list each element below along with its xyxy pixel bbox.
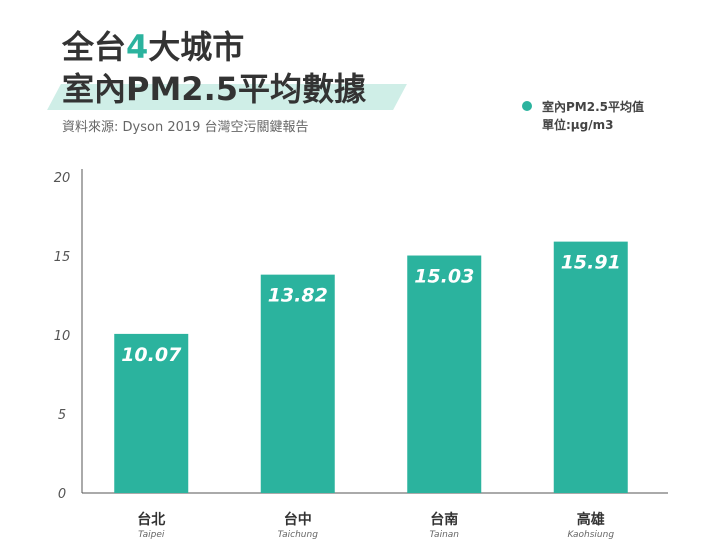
x-category-en-label: Tainan bbox=[430, 530, 460, 540]
legend: 室內PM2.5平均值 單位:μg/m3 bbox=[522, 97, 644, 133]
y-tick-label: 20 bbox=[54, 171, 71, 186]
x-category-en-label: Kaohsiung bbox=[567, 530, 614, 540]
legend-item: 室內PM2.5平均值 bbox=[522, 97, 644, 115]
y-tick-label: 10 bbox=[54, 329, 71, 344]
bar-tainan bbox=[407, 255, 482, 493]
x-category-label: 台中 bbox=[284, 511, 312, 528]
x-category-label: 高雄 bbox=[577, 511, 605, 528]
chart-title: 全台4大城市 室內PM2.5平均數據 bbox=[62, 26, 366, 110]
data-label: 15.03 bbox=[414, 266, 474, 288]
x-category-en-label: Taipei bbox=[138, 530, 165, 540]
title-line-1-pre: 全台 bbox=[62, 28, 127, 66]
bar-taichung bbox=[260, 274, 335, 493]
bar-taipei bbox=[114, 333, 189, 493]
x-category-label: 台南 bbox=[430, 511, 458, 528]
y-tick-label: 15 bbox=[54, 250, 71, 265]
y-tick-label: 5 bbox=[58, 408, 66, 423]
data-label: 13.82 bbox=[268, 285, 328, 307]
data-label: 15.91 bbox=[561, 252, 621, 274]
data-label: 10.07 bbox=[121, 344, 182, 366]
legend-label: 室內PM2.5平均值 bbox=[542, 99, 644, 114]
legend-dot-icon bbox=[522, 101, 532, 111]
title-line-1-post: 大城市 bbox=[148, 28, 245, 66]
bar-kaohsiung bbox=[553, 241, 628, 493]
title-line-2: 室內PM2.5平均數據 bbox=[62, 70, 366, 108]
y-tick-label: 0 bbox=[58, 487, 66, 502]
source-note: 資料來源: Dyson 2019 台灣空污關鍵報告 bbox=[62, 120, 309, 135]
legend-unit-row: 單位:μg/m3 bbox=[522, 115, 644, 133]
title-line-1: 全台4大城市 bbox=[62, 26, 366, 68]
x-category-label: 台北 bbox=[137, 511, 165, 528]
title-line-1-accent: 4 bbox=[126, 28, 149, 66]
legend-unit: 單位:μg/m3 bbox=[542, 117, 614, 132]
x-category-en-label: Taichung bbox=[278, 530, 319, 540]
